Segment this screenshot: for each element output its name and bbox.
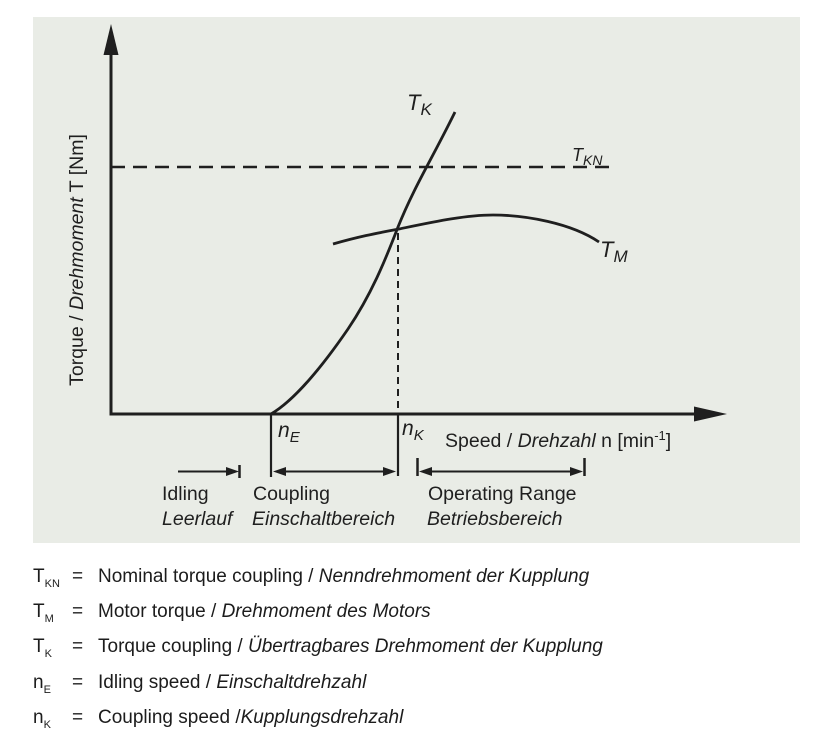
legend-symbol: nK bbox=[33, 706, 51, 731]
legend-equals: = bbox=[72, 706, 84, 728]
coupling-range-label-de: Einschaltbereich bbox=[252, 508, 395, 530]
legend-symbol: TK bbox=[33, 636, 52, 661]
y-axis-label: Torque / Drehmoment T [Nm] bbox=[66, 134, 88, 386]
legend-row-ne: nE = Idling speed / Einschaltdrehzahl bbox=[33, 669, 813, 704]
idling-range-label-en: Idling bbox=[162, 483, 209, 505]
legend-row-tk: TK = Torque coupling / Übertragbares Dre… bbox=[33, 633, 813, 668]
chart-panel: TK TKN TM nE nK Speed / Drehzahl n [min-… bbox=[33, 17, 800, 543]
legend-text: Motor torque / Drehmoment des Motors bbox=[98, 601, 431, 623]
coupling-left-arrowhead-icon bbox=[273, 467, 286, 476]
ne-marker-label: nE bbox=[278, 419, 301, 446]
operating-right-arrowhead-icon bbox=[570, 467, 583, 476]
legend-equals: = bbox=[72, 566, 84, 587]
legend-text: Nominal torque coupling / Nenndrehmoment… bbox=[98, 566, 590, 587]
coupling-range-label-en: Coupling bbox=[253, 483, 330, 505]
legend: TKN = Nominal torque coupling / Nenndreh… bbox=[33, 563, 813, 739]
coupling-dimension-arrow bbox=[273, 467, 396, 476]
nk-marker-label: nK bbox=[402, 417, 425, 444]
idling-range-label-de: Leerlauf bbox=[162, 508, 235, 530]
legend-symbol: TKN bbox=[33, 566, 60, 590]
legend-row-tm: TM = Motor torque / Drehmoment des Motor… bbox=[33, 598, 813, 633]
legend-equals: = bbox=[72, 671, 84, 693]
legend-equals: = bbox=[72, 601, 84, 623]
legend-equals: = bbox=[72, 636, 84, 658]
tk-curve-label: TK bbox=[407, 90, 432, 119]
idling-dimension-arrow bbox=[178, 465, 241, 478]
coupling-right-arrowhead-icon bbox=[383, 467, 396, 476]
operating-range-label-en: Operating Range bbox=[428, 483, 577, 505]
tk-curve bbox=[270, 111, 457, 416]
operating-left-arrowhead-icon bbox=[419, 467, 432, 476]
x-axis-label: Speed / Drehzahl n [min-1] bbox=[445, 428, 671, 452]
legend-text: Idling speed / Einschaltdrehzahl bbox=[98, 671, 367, 693]
legend-text: Torque coupling / Übertragbares Drehmome… bbox=[98, 636, 603, 658]
tm-curve bbox=[332, 213, 600, 246]
tm-curve-label: TM bbox=[600, 237, 628, 266]
legend-row-tkn: TKN = Nominal torque coupling / Nenndreh… bbox=[33, 563, 813, 598]
x-axis-arrowhead-icon bbox=[694, 406, 727, 422]
y-axis-arrowhead-icon bbox=[103, 24, 119, 55]
operating-range-dimension-arrow bbox=[416, 458, 586, 476]
idling-arrowhead-icon bbox=[226, 467, 239, 476]
legend-text: Coupling speed /Kupplungsdrehzahl bbox=[98, 706, 404, 728]
torque-speed-chart: TK TKN TM nE nK Speed / Drehzahl n [min-… bbox=[66, 24, 727, 530]
legend-symbol: nE bbox=[33, 671, 51, 696]
tkn-line-label: TKN bbox=[572, 145, 603, 168]
legend-row-nk: nK = Coupling speed /Kupplungsdrehzahl bbox=[33, 704, 813, 739]
legend-symbol: TM bbox=[33, 601, 54, 625]
operating-range-label-de: Betriebsbereich bbox=[427, 508, 563, 530]
